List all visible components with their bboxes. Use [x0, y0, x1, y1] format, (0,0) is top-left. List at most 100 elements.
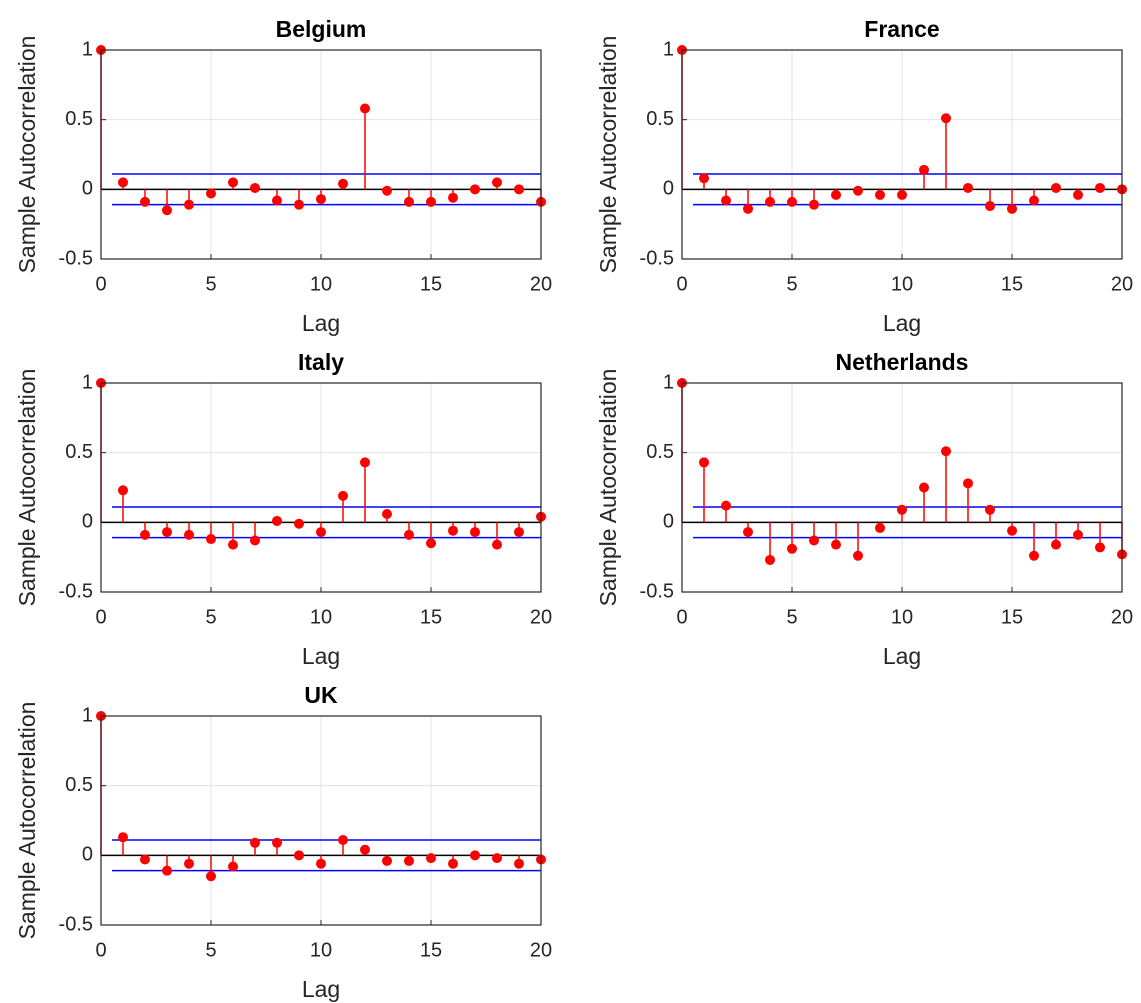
y-tick-label: 0 [82, 844, 93, 866]
stem-marker [919, 164, 929, 175]
stem-marker [809, 199, 819, 210]
stem-marker [228, 539, 238, 550]
stem-marker [118, 485, 128, 496]
stem-marker [206, 871, 216, 882]
y-tick-label: 1 [663, 38, 674, 60]
stem-marker [853, 550, 863, 561]
stem-marker [831, 539, 841, 550]
y-tick-label: 0.5 [646, 108, 674, 130]
stem-marker [1051, 539, 1061, 550]
x-tick-label: 10 [310, 273, 332, 295]
stem-marker [1095, 542, 1105, 553]
x-tick-label: 10 [310, 606, 332, 628]
x-tick-label: 20 [530, 939, 552, 961]
stem-marker [514, 527, 524, 538]
x-tick-label: 0 [676, 273, 687, 295]
y-axis-label: Sample Autocorrelation [14, 369, 40, 607]
stem-marker [140, 854, 150, 865]
stem-marker [294, 518, 304, 529]
stem-marker [721, 195, 731, 206]
x-axis-label: Lag [302, 643, 340, 669]
stem-marker [721, 500, 731, 511]
stem-marker [228, 861, 238, 872]
stem-marker [1007, 525, 1017, 536]
x-tick-label: 15 [1001, 606, 1023, 628]
y-tick-label: 1 [663, 371, 674, 393]
stem-marker [809, 535, 819, 546]
y-tick-label: 0 [82, 511, 93, 533]
stem-marker [250, 535, 260, 546]
stem-marker [699, 457, 709, 468]
stem-marker [1051, 182, 1061, 193]
stem-marker [316, 527, 326, 538]
x-tick-label: 5 [786, 606, 797, 628]
stem-marker [985, 201, 995, 212]
stem-marker [272, 515, 282, 526]
stem-marker [448, 192, 458, 203]
stem-marker [338, 178, 348, 189]
stem-marker [941, 446, 951, 457]
stem-marker [470, 184, 480, 195]
x-tick-label: 15 [1001, 273, 1023, 295]
x-tick-label: 20 [1111, 606, 1133, 628]
stem-marker [765, 554, 775, 565]
stem-marker [316, 858, 326, 869]
y-tick-label: 0.5 [646, 441, 674, 463]
y-axis-label: Sample Autocorrelation [14, 36, 40, 274]
stem-marker [448, 858, 458, 869]
x-tick-label: 20 [530, 273, 552, 295]
stem-marker [162, 527, 172, 538]
stem-marker [118, 832, 128, 843]
y-tick-label: -0.5 [59, 913, 93, 935]
stem-marker [228, 177, 238, 188]
stem-marker [404, 529, 414, 540]
axes-box [681, 382, 1123, 593]
stem-marker [492, 539, 502, 550]
stem-marker [404, 196, 414, 207]
stem-marker [853, 185, 863, 196]
stem-marker [1029, 550, 1039, 561]
stem-marker [765, 196, 775, 207]
stem-marker [941, 113, 951, 124]
axes-box [100, 382, 542, 593]
stem-marker [897, 189, 907, 200]
stem-marker [514, 184, 524, 195]
stem-marker [514, 858, 524, 869]
y-tick-label: 0 [82, 178, 93, 200]
x-tick-label: 15 [420, 939, 442, 961]
stem-marker [492, 853, 502, 864]
stem-marker [492, 177, 502, 188]
stem-marker [963, 182, 973, 193]
x-tick-label: 10 [310, 939, 332, 961]
stem-marker [272, 195, 282, 206]
stem-marker [184, 529, 194, 540]
stem-marker [1095, 182, 1105, 193]
stem-marker [1029, 195, 1039, 206]
chart-title: France [864, 16, 939, 42]
stem-marker [316, 194, 326, 205]
stem-marker [699, 173, 709, 184]
stem-marker [875, 189, 885, 200]
y-tick-label: -0.5 [640, 580, 674, 602]
x-tick-label: 5 [786, 273, 797, 295]
y-tick-label: 1 [82, 371, 93, 393]
y-tick-label: 0.5 [65, 108, 93, 130]
stem-marker [294, 199, 304, 210]
stem-marker [382, 185, 392, 196]
y-tick-label: 0 [663, 178, 674, 200]
x-tick-label: 0 [676, 606, 687, 628]
x-tick-label: 20 [530, 606, 552, 628]
stem-marker [162, 205, 172, 216]
x-tick-label: 5 [205, 606, 216, 628]
stem-marker [184, 199, 194, 210]
y-tick-label: -0.5 [59, 580, 93, 602]
stem-marker [1007, 203, 1017, 214]
axes-box [100, 715, 542, 926]
stem-marker [272, 837, 282, 848]
stem-marker [787, 196, 797, 207]
stem-marker [875, 522, 885, 533]
y-axis-label: Sample Autocorrelation [14, 702, 40, 940]
y-tick-label: -0.5 [640, 247, 674, 269]
x-tick-label: 15 [420, 273, 442, 295]
